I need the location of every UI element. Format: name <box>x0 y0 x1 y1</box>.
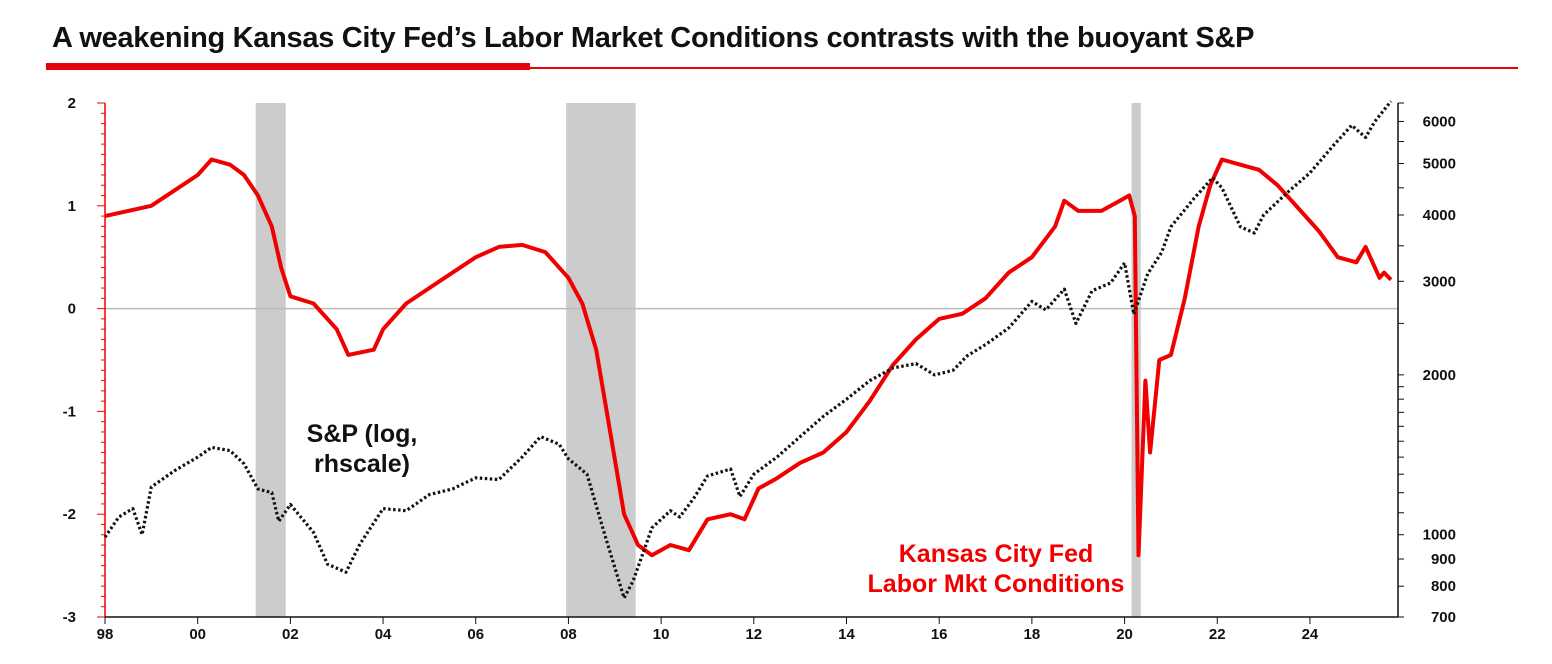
x-tick-label: 00 <box>189 626 206 643</box>
annotation-lmci-line-1: Labor Mkt Conditions <box>868 570 1125 598</box>
x-tick-label: 18 <box>1024 626 1041 643</box>
y-left-tick-label: -3 <box>63 609 76 626</box>
x-tick-label: 10 <box>653 626 670 643</box>
y-left-tick-label: 2 <box>68 95 76 112</box>
tick-labels: 210-1-2-36000500040003000200010009008007… <box>63 95 1456 643</box>
y-right-tick-label: 5000 <box>1423 156 1456 173</box>
y-right-tick-label: 1000 <box>1423 527 1456 544</box>
x-tick-label: 20 <box>1116 626 1133 643</box>
x-tick-label: 98 <box>97 626 114 643</box>
x-tick-label: 12 <box>745 626 762 643</box>
y-right-tick-label: 6000 <box>1423 113 1456 130</box>
y-right-tick-label: 700 <box>1431 609 1456 626</box>
x-tick-label: 14 <box>838 626 855 643</box>
axes <box>97 102 1404 624</box>
title-underline-thin <box>530 67 1518 69</box>
annotation-sp-line-1: rhscale) <box>314 450 410 478</box>
series-sp-line <box>103 100 1393 600</box>
chart-title: A weakening Kansas City Fed’s Labor Mark… <box>52 22 1255 54</box>
x-tick-label: 06 <box>467 626 484 643</box>
y-left-tick-label: 1 <box>68 198 76 215</box>
recession-band-1 <box>566 103 636 617</box>
x-tick-label: 22 <box>1209 626 1226 643</box>
x-tick-label: 16 <box>931 626 948 643</box>
x-tick-label: 04 <box>375 626 392 643</box>
title-underline-thick <box>46 63 530 70</box>
y-left-tick-label: -1 <box>63 403 76 420</box>
x-tick-label: 24 <box>1302 626 1319 643</box>
y-right-tick-label: 3000 <box>1423 273 1456 290</box>
series-lines <box>103 100 1393 600</box>
x-tick-label: 02 <box>282 626 299 643</box>
y-right-tick-label: 800 <box>1431 578 1456 595</box>
x-tick-label: 08 <box>560 626 577 643</box>
annotation-lmci-line-0: Kansas City Fed <box>899 540 1094 568</box>
y-right-tick-label: 2000 <box>1423 367 1456 384</box>
series-lmci-line <box>104 157 1393 558</box>
y-left-tick-label: 0 <box>68 301 76 318</box>
annotation-sp-line-0: S&P (log, <box>307 420 418 448</box>
recession-band-0 <box>255 103 286 617</box>
y-left-tick-label: -2 <box>63 506 76 523</box>
y-right-tick-label: 900 <box>1431 551 1456 568</box>
y-right-tick-label: 4000 <box>1423 207 1456 224</box>
